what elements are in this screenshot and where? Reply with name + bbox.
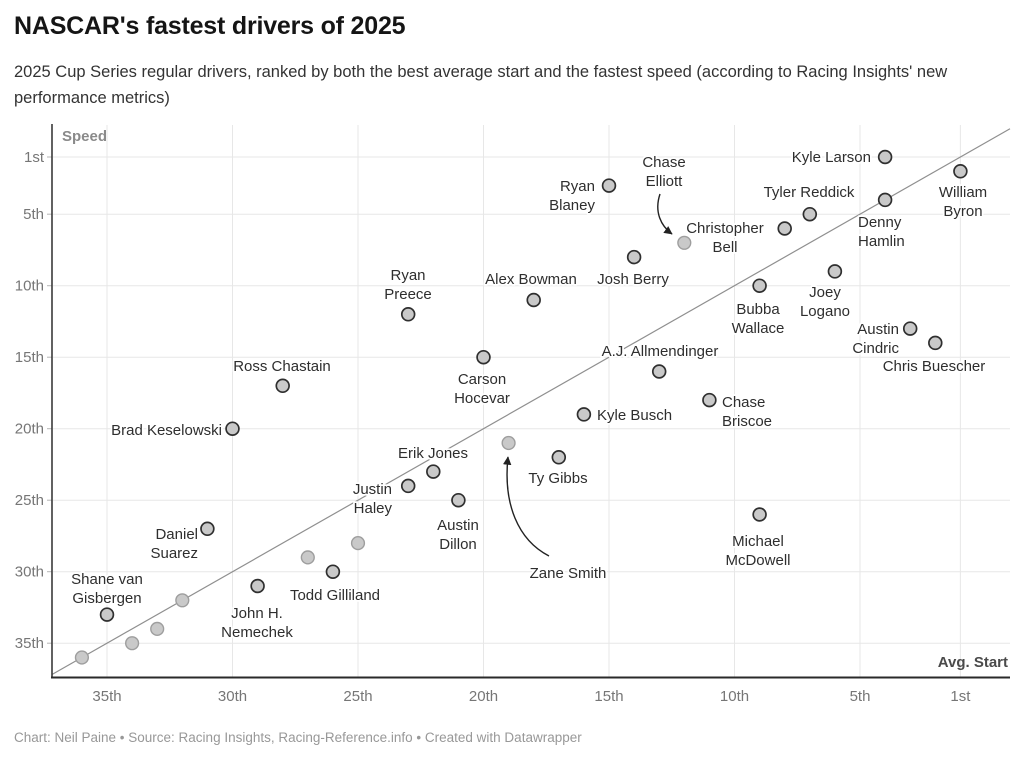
data-point[interactable] (400, 307, 416, 322)
point-label: Tyler Reddick (764, 184, 855, 201)
point-label: Josh Berry (597, 271, 669, 288)
point-label: Chase Elliott (642, 154, 685, 190)
data-point[interactable] (501, 435, 516, 451)
point-label: Justin Haley (353, 481, 393, 517)
chart-title: NASCAR's fastest drivers of 2025 (14, 12, 406, 40)
point-label: Christopher Bell (686, 220, 764, 256)
point-label: Bubba Wallace (732, 301, 785, 337)
data-point[interactable] (877, 149, 893, 165)
data-point[interactable] (601, 178, 617, 193)
x-tick-label: 10th (720, 688, 749, 705)
point-label: Erik Jones (398, 445, 468, 462)
data-point[interactable] (677, 235, 692, 250)
y-tick-label: 10th (15, 278, 44, 295)
data-point[interactable] (400, 478, 416, 494)
y-tick-label: 1st (24, 149, 45, 166)
point-label: Austin Dillon (437, 517, 479, 553)
point-label: Joey Logano (800, 284, 850, 320)
data-points (74, 149, 968, 665)
annotation-arrows (503, 193, 673, 557)
point-label: Michael McDowell (725, 533, 790, 569)
data-point[interactable] (451, 492, 466, 508)
data-point[interactable] (802, 206, 818, 222)
data-point[interactable] (827, 264, 843, 279)
data-point[interactable] (777, 221, 792, 236)
diagonal-reference-line (51, 128, 1011, 676)
data-point[interactable] (300, 550, 315, 565)
data-point[interactable] (953, 164, 968, 179)
data-point[interactable] (651, 364, 667, 379)
annotation-arrow (503, 456, 550, 557)
x-tick-label: 25th (343, 688, 372, 705)
y-tick-label: 5th (23, 206, 44, 223)
data-point[interactable] (125, 636, 140, 651)
data-point[interactable] (426, 464, 441, 479)
data-point[interactable] (275, 378, 290, 394)
data-point[interactable] (325, 564, 341, 579)
y-axis-title: Speed (62, 128, 107, 145)
point-label: Kyle Larson (792, 149, 871, 166)
point-label: Todd Gilliland (290, 587, 380, 604)
y-tick-label: 25th (15, 492, 44, 509)
point-label: Chris Buescher (883, 358, 986, 375)
x-tick-label: 5th (850, 688, 871, 705)
data-point[interactable] (576, 407, 592, 422)
data-point[interactable] (526, 292, 541, 308)
point-label: Carson Hocevar (454, 371, 510, 407)
point-label: Ty Gibbs (528, 470, 587, 487)
x-tick-label: 30th (218, 688, 247, 705)
chart-subtitle: 2025 Cup Series regular drivers, ranked … (14, 63, 948, 107)
x-tick-label: 20th (469, 688, 498, 705)
data-point[interactable] (752, 278, 767, 293)
point-label: Brad Keselowski (111, 422, 222, 439)
point-label: Shane van Gisbergen (71, 571, 143, 607)
x-tick-label: 15th (594, 688, 623, 705)
data-point[interactable] (752, 507, 767, 522)
data-point[interactable] (175, 593, 190, 608)
point-label: Denny Hamlin (858, 214, 905, 250)
point-label: Daniel Suarez (150, 526, 198, 562)
data-point[interactable] (150, 621, 165, 637)
y-tick-label: 20th (15, 421, 44, 438)
x-tick-label: 35th (92, 688, 121, 705)
annotation-arrow (657, 193, 673, 235)
data-point[interactable] (476, 349, 491, 365)
data-point[interactable] (877, 192, 893, 208)
data-point[interactable] (902, 321, 918, 336)
y-tick-label: 30th (15, 564, 44, 581)
data-point[interactable] (200, 521, 215, 537)
chart-credit: Chart: Neil Paine • Source: Racing Insig… (14, 730, 582, 745)
y-tick-label: 35th (15, 635, 44, 652)
point-label: Ryan Preece (384, 267, 432, 303)
y-tick-label: 15th (15, 349, 44, 366)
data-point[interactable] (225, 421, 240, 436)
data-point[interactable] (702, 392, 717, 408)
x-tick-label: 1st (950, 688, 971, 705)
point-label: John H. Nemechek (221, 605, 293, 641)
point-label: Chase Briscoe (722, 394, 772, 430)
gridlines (51, 125, 1011, 678)
point-label: William Byron (939, 184, 987, 220)
data-point[interactable] (350, 535, 366, 551)
data-point[interactable] (74, 650, 90, 665)
point-label: Ryan Blaney (549, 178, 595, 214)
point-label: Zane Smith (530, 565, 607, 582)
point-label: Austin Cindric (852, 321, 899, 357)
data-point[interactable] (551, 450, 567, 465)
point-label: Kyle Busch (597, 407, 672, 424)
axes: 35th 30th 25th 20th 15th 10th 5th 1st 1st 5th 10th… (15, 124, 1010, 705)
point-label: Alex Bowman (485, 271, 577, 288)
data-point[interactable] (99, 607, 115, 622)
x-axis-title: Avg. Start (938, 654, 1008, 671)
point-label: Ross Chastain (233, 358, 331, 375)
data-point[interactable] (928, 335, 943, 351)
data-point[interactable] (250, 578, 265, 594)
data-point[interactable] (626, 249, 642, 265)
point-label: A.J. Allmendinger (602, 343, 719, 360)
